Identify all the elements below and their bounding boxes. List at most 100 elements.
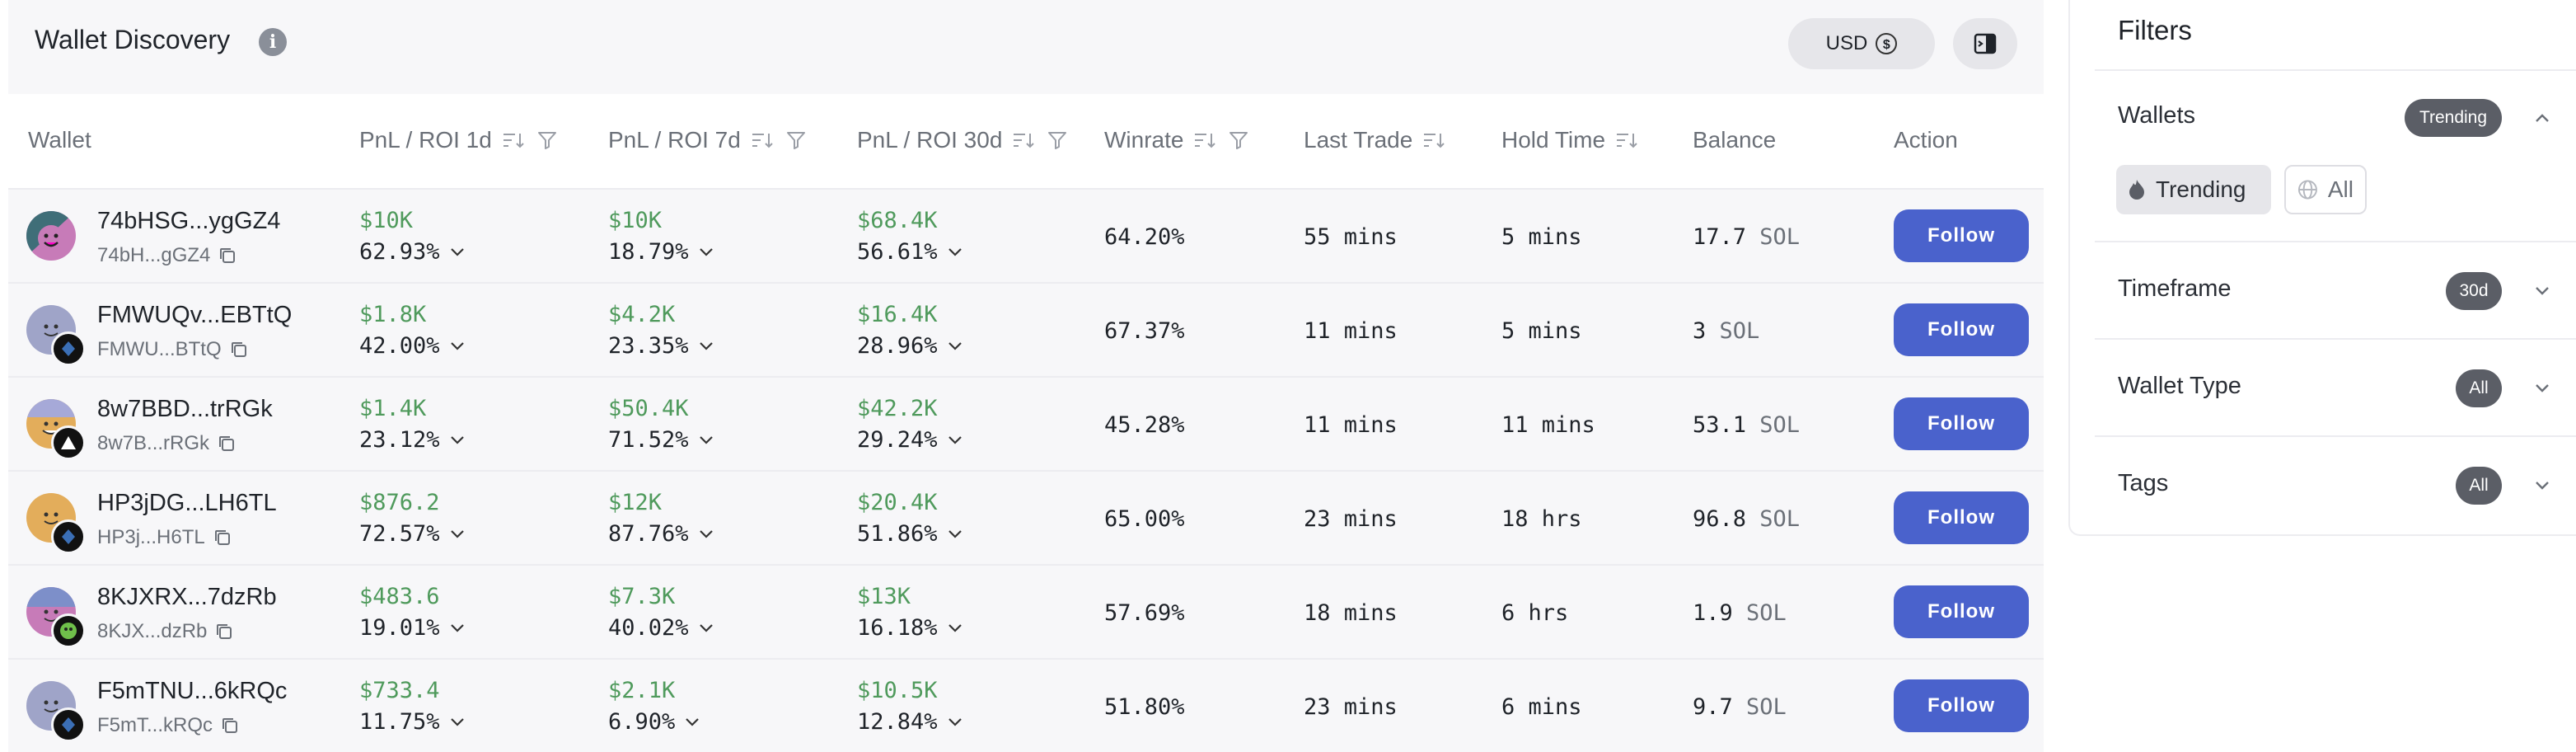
balance: 17.7 SOL — [1693, 224, 1801, 250]
follow-button[interactable]: Follow — [1894, 679, 2029, 732]
filter-icon[interactable] — [1228, 129, 1249, 151]
roi-1d[interactable]: 11.75% — [359, 709, 466, 735]
divider — [2095, 338, 2576, 340]
filter-icon[interactable] — [1047, 129, 1068, 151]
roi-1d[interactable]: 42.00% — [359, 333, 466, 359]
table-row[interactable]: 8KJXRX...7dzRb 8KJX...dzRb $483.6 19.01% $7.… — [8, 564, 2044, 658]
divider — [2095, 241, 2576, 242]
panel-toggle-button[interactable] — [1953, 18, 2017, 69]
follow-button[interactable]: Follow — [1894, 209, 2029, 262]
roi-7d[interactable]: 6.90% — [608, 709, 701, 735]
chevron-down-icon[interactable] — [448, 246, 466, 259]
chevron-down-icon[interactable] — [448, 716, 466, 729]
pnl-7d: $50.4K — [608, 396, 689, 421]
sidebar-panel-icon — [1974, 33, 1997, 54]
currency-toggle-button[interactable]: USD $ — [1788, 18, 1935, 69]
pnl-7d: $4.2K — [608, 302, 676, 327]
chevron-down-icon[interactable] — [683, 716, 701, 729]
currency-label: USD — [1825, 32, 1868, 54]
chevron-down-icon[interactable] — [946, 246, 964, 259]
copy-icon[interactable] — [218, 247, 237, 265]
header-pnl-1d: PnL / ROI 1d — [359, 127, 558, 153]
chevron-down-icon[interactable] — [697, 622, 715, 635]
chevron-down-icon[interactable] — [448, 528, 466, 541]
header-last-trade: Last Trade — [1304, 127, 1447, 153]
wallet-name[interactable]: F5mTNU...6kRQc — [97, 678, 288, 704]
roi-1d[interactable]: 72.57% — [359, 521, 466, 547]
pnl-1d: $733.4 — [359, 678, 440, 703]
roi-1d[interactable]: 19.01% — [359, 615, 466, 641]
filter-section-label: Wallets — [2118, 102, 2195, 129]
token-badge-icon — [51, 331, 86, 366]
chevron-down-icon[interactable] — [946, 434, 964, 447]
roi-1d[interactable]: 62.93% — [359, 239, 466, 265]
copy-icon[interactable] — [218, 435, 236, 453]
roi-30d[interactable]: 29.24% — [857, 427, 964, 453]
wallet-name[interactable]: FMWUQv...EBTtQ — [97, 302, 293, 328]
filter-icon[interactable] — [785, 129, 807, 151]
chevron-down-icon[interactable] — [448, 340, 466, 353]
table-row[interactable]: F5mTNU...6kRQc F5mT...kRQc $733.4 11.75% $2.… — [8, 658, 2044, 752]
roi-30d[interactable]: 28.96% — [857, 333, 964, 359]
table-row[interactable]: FMWUQv...EBTtQ FMWU...BTtQ $1.8K 42.00% $4.2… — [8, 282, 2044, 376]
copy-icon[interactable] — [213, 529, 232, 547]
chevron-up-icon[interactable] — [2533, 110, 2551, 125]
roi-30d[interactable]: 56.61% — [857, 239, 964, 265]
copy-icon[interactable] — [221, 717, 239, 735]
pnl-1d: $483.6 — [359, 584, 440, 609]
pnl-1d: $10K — [359, 208, 414, 233]
table-row[interactable]: HP3jDG...LH6TL HP3j...H6TL $876.2 72.57% $12… — [8, 470, 2044, 564]
sort-icon[interactable] — [1193, 130, 1218, 150]
last-trade: 11 mins — [1304, 318, 1398, 344]
wallet-name[interactable]: 8KJXRX...7dzRb — [97, 584, 277, 610]
chevron-down-icon[interactable] — [697, 434, 715, 447]
table-row[interactable]: 74bHSG...ygGZ4 74bH...gGZ4 $10K 62.93% $10K 1… — [8, 188, 2044, 282]
roi-30d[interactable]: 12.84% — [857, 709, 964, 735]
wallet-option-all[interactable]: All — [2284, 165, 2367, 214]
token-badge-icon — [51, 613, 86, 648]
last-trade: 23 mins — [1304, 694, 1398, 720]
follow-button[interactable]: Follow — [1894, 585, 2029, 638]
chevron-down-icon[interactable] — [2533, 284, 2551, 298]
follow-button[interactable]: Follow — [1894, 303, 2029, 356]
sort-icon[interactable] — [502, 130, 527, 150]
last-trade: 55 mins — [1304, 224, 1398, 250]
table-header: Wallet PnL / ROI 1d PnL / ROI 7d PnL / R… — [8, 94, 2044, 188]
sort-icon[interactable] — [1422, 130, 1447, 150]
roi-7d[interactable]: 87.76% — [608, 521, 715, 547]
chevron-down-icon[interactable] — [697, 528, 715, 541]
roi-7d[interactable]: 40.02% — [608, 615, 715, 641]
chevron-down-icon[interactable] — [946, 622, 964, 635]
roi-7d[interactable]: 23.35% — [608, 333, 715, 359]
wallet-option-trending[interactable]: Trending — [2116, 165, 2271, 214]
chevron-down-icon[interactable] — [697, 246, 715, 259]
table-row[interactable]: 8w7BBD...trRGk 8w7B...rRGk $1.4K 23.12% $50.… — [8, 376, 2044, 470]
roi-7d[interactable]: 18.79% — [608, 239, 715, 265]
follow-button[interactable]: Follow — [1894, 491, 2029, 544]
wallet-address: F5mT...kRQc — [97, 714, 239, 737]
header-hold-time: Hold Time — [1501, 127, 1640, 153]
chevron-down-icon[interactable] — [2533, 381, 2551, 396]
sort-icon[interactable] — [1012, 130, 1037, 150]
chevron-down-icon[interactable] — [2533, 478, 2551, 493]
copy-icon[interactable] — [215, 623, 233, 641]
wallet-name[interactable]: HP3jDG...LH6TL — [97, 490, 277, 516]
chevron-down-icon[interactable] — [946, 716, 964, 729]
roi-7d[interactable]: 71.52% — [608, 427, 715, 453]
copy-icon[interactable] — [230, 341, 248, 359]
chevron-down-icon[interactable] — [946, 340, 964, 353]
chevron-down-icon[interactable] — [448, 622, 466, 635]
wallet-name[interactable]: 74bHSG...ygGZ4 — [97, 208, 281, 234]
chevron-down-icon[interactable] — [946, 528, 964, 541]
sort-icon[interactable] — [751, 130, 775, 150]
chevron-down-icon[interactable] — [448, 434, 466, 447]
roi-30d[interactable]: 51.86% — [857, 521, 964, 547]
roi-30d[interactable]: 16.18% — [857, 615, 964, 641]
follow-button[interactable]: Follow — [1894, 397, 2029, 450]
filter-icon[interactable] — [536, 129, 558, 151]
chevron-down-icon[interactable] — [697, 340, 715, 353]
sort-icon[interactable] — [1615, 130, 1640, 150]
wallet-name[interactable]: 8w7BBD...trRGk — [97, 396, 273, 422]
roi-1d[interactable]: 23.12% — [359, 427, 466, 453]
info-icon[interactable]: i — [259, 28, 287, 56]
